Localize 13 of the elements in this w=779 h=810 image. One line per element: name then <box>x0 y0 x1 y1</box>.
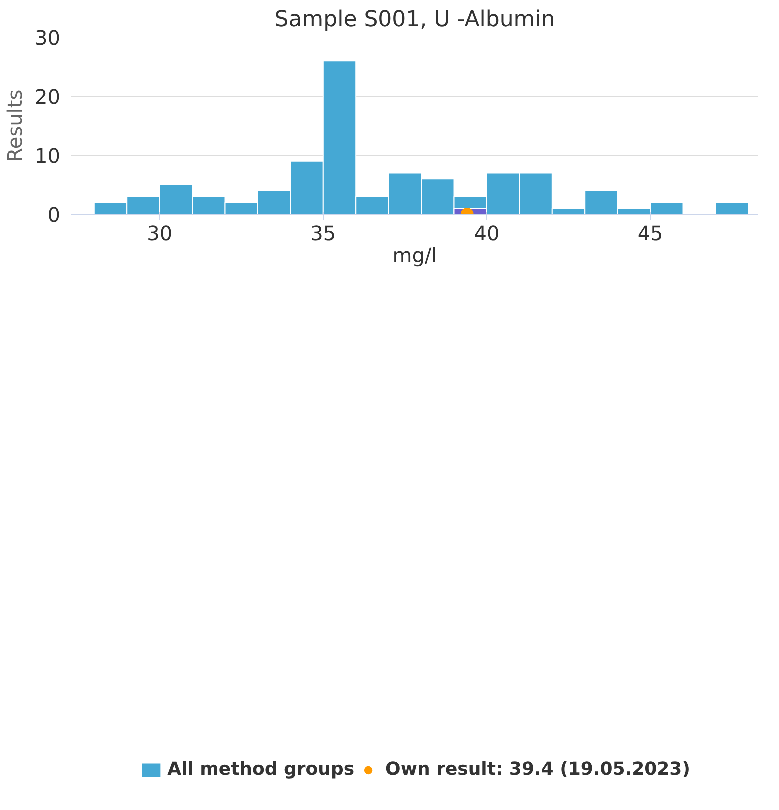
chart-title: Sample S001, U -Albumin <box>274 8 556 32</box>
y-tick-label: 10 <box>35 144 61 168</box>
y-axis-title: Results <box>3 90 28 162</box>
legend-label: All method groups <box>168 759 355 780</box>
x-axis-title: mg/l <box>392 244 438 268</box>
x-tick-label: 35 <box>310 222 336 246</box>
y-tick-label: 0 <box>48 203 61 227</box>
y-tick-label: 30 <box>35 26 61 50</box>
x-tick-label: 45 <box>638 222 664 246</box>
legend-label: Own result: 39.4 (19.05.2023) <box>386 759 690 780</box>
x-tick-label: 40 <box>474 222 500 246</box>
x-tick-label: 30 <box>147 222 173 246</box>
y-tick-label: 20 <box>35 85 61 109</box>
